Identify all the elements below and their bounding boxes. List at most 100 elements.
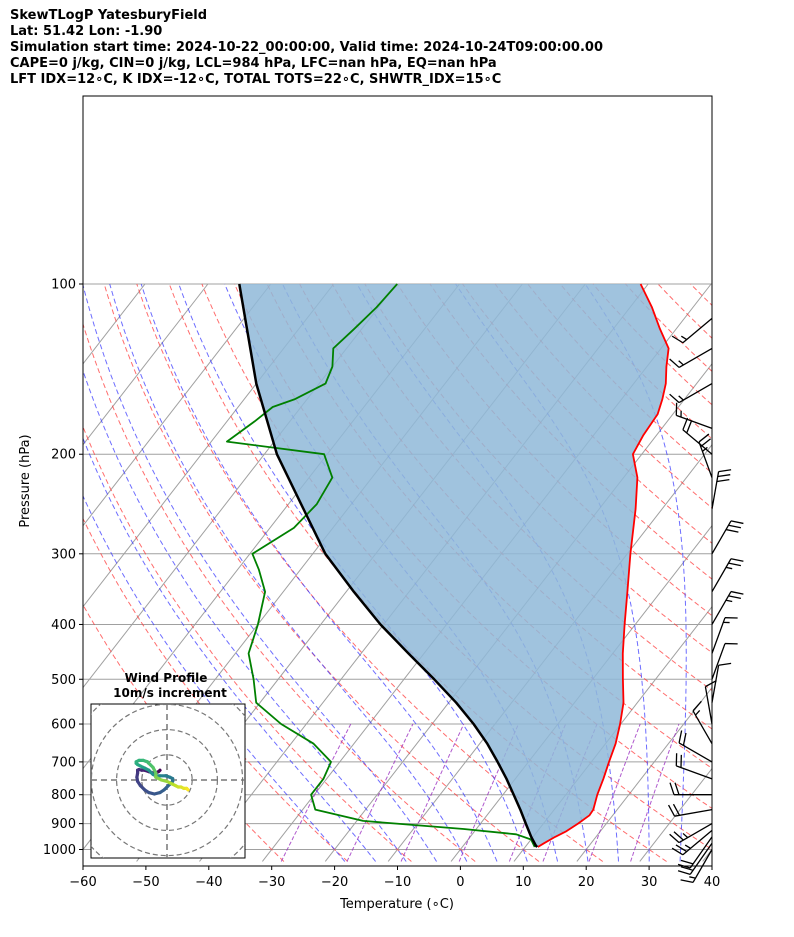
mixing-ratio-line xyxy=(630,723,680,862)
wind-barb xyxy=(711,642,738,680)
barb-shaft xyxy=(678,823,713,844)
x-tick-label: −40 xyxy=(195,875,222,890)
barb-shaft xyxy=(711,591,732,625)
barb-flag xyxy=(669,393,680,404)
isotherm-line xyxy=(83,283,209,446)
isotherm-line xyxy=(702,848,712,862)
barb-flag xyxy=(678,730,683,744)
moist-adiabat xyxy=(83,437,376,862)
barb-half-flag xyxy=(678,360,684,366)
barb-flag xyxy=(682,732,687,746)
dewpoint-line xyxy=(226,283,536,848)
barb-flag xyxy=(677,863,691,869)
dry-adiabat xyxy=(657,283,712,339)
barb-half-flag xyxy=(725,599,733,603)
mixing-ratio-line xyxy=(346,723,414,862)
barb-flag xyxy=(669,782,675,795)
barb-half-flag xyxy=(678,395,684,401)
barb-shaft xyxy=(711,665,720,703)
barb-half-flag xyxy=(682,832,689,839)
x-tick-label: 10 xyxy=(515,875,532,890)
dry-adiabat xyxy=(103,283,540,862)
barb-flag xyxy=(698,433,710,443)
wind-barb xyxy=(680,849,713,884)
barb-shaft xyxy=(711,617,726,654)
barb-flag xyxy=(718,469,732,473)
wind-barbs xyxy=(667,317,744,884)
wind-barb xyxy=(704,680,717,725)
barb-flag xyxy=(669,833,680,844)
barb-shaft xyxy=(711,558,732,592)
barb-shaft xyxy=(674,808,713,817)
wind-barb xyxy=(677,842,713,876)
axis-layer: −60 −50 −40 −30 −20 −10 0 10 20 30 40 1000 900 800 700… xyxy=(43,278,720,891)
x-tick-label: −30 xyxy=(258,875,285,890)
barb-shaft xyxy=(692,710,713,745)
data-layer xyxy=(226,283,670,848)
wind-barb xyxy=(667,803,713,817)
y-tick-label: 900 xyxy=(51,817,76,832)
barb-flag xyxy=(674,782,680,795)
indices-line-1: CAPE=0 j/kg, CIN=0 j/kg, LCL=984 hPa, LF… xyxy=(10,56,497,71)
barb-flag xyxy=(680,866,694,871)
barb-shaft xyxy=(704,686,713,725)
barb-shaft xyxy=(678,383,713,404)
isotherm-line xyxy=(576,686,712,862)
barb-flag xyxy=(728,595,742,600)
barb-flag xyxy=(718,662,732,666)
wind-barb xyxy=(678,730,713,763)
wind-barb xyxy=(711,662,732,703)
x-tick-label: 0 xyxy=(456,875,464,890)
parcel-line xyxy=(238,283,539,848)
x-tick-label: −10 xyxy=(384,875,411,890)
wind-barb xyxy=(698,433,713,478)
moist-adiabat xyxy=(455,283,650,862)
wind-barb xyxy=(677,836,713,869)
mixing-ratio-line xyxy=(280,723,352,862)
moist-adiabat xyxy=(178,283,528,862)
wind-barb xyxy=(711,469,732,510)
barb-flag xyxy=(669,358,680,368)
y-tick-label: 600 xyxy=(51,718,76,733)
barb-flag xyxy=(671,847,684,856)
wind-barb xyxy=(671,829,713,856)
barb-shaft xyxy=(689,836,713,869)
barb-flag xyxy=(730,520,744,525)
moist-adiabat xyxy=(83,283,438,862)
wind-barb xyxy=(675,753,713,780)
isotherm-line xyxy=(766,284,794,861)
barb-flag xyxy=(716,478,730,483)
y-tick-label: 300 xyxy=(51,547,76,562)
barb-shaft xyxy=(676,765,713,780)
barb-flag xyxy=(730,558,744,562)
barb-half-flag xyxy=(689,876,696,879)
wind-barb xyxy=(711,520,744,555)
x-tick-label: 40 xyxy=(704,875,721,890)
wind-barb xyxy=(675,402,713,429)
y-axis-label: Pressure (hPa) xyxy=(18,434,33,527)
barb-flag xyxy=(725,528,739,533)
barb-flag xyxy=(728,524,742,529)
barb-flag xyxy=(675,844,688,853)
barb-shaft xyxy=(682,429,713,455)
barb-shaft xyxy=(689,842,713,875)
hodograph-title: Wind Profile xyxy=(125,671,208,685)
wind-barb xyxy=(671,317,713,344)
shaded-area xyxy=(239,284,669,847)
moist-adiabat xyxy=(109,283,468,862)
mixing-ratio-line xyxy=(588,723,641,862)
y-tick-label: 800 xyxy=(51,788,76,803)
barb-flag xyxy=(730,590,744,595)
barb-shaft xyxy=(711,471,720,510)
wind-barb xyxy=(682,417,713,455)
x-tick-label: −20 xyxy=(321,875,348,890)
barb-shaft xyxy=(676,414,713,429)
wind-barb xyxy=(669,383,713,404)
barb-flag xyxy=(672,803,681,816)
y-tick-label: 500 xyxy=(51,673,76,688)
barb-flag xyxy=(692,700,702,712)
barb-half-flag xyxy=(680,335,688,341)
dry-adiabat xyxy=(723,284,794,862)
barb-flag xyxy=(717,474,731,478)
